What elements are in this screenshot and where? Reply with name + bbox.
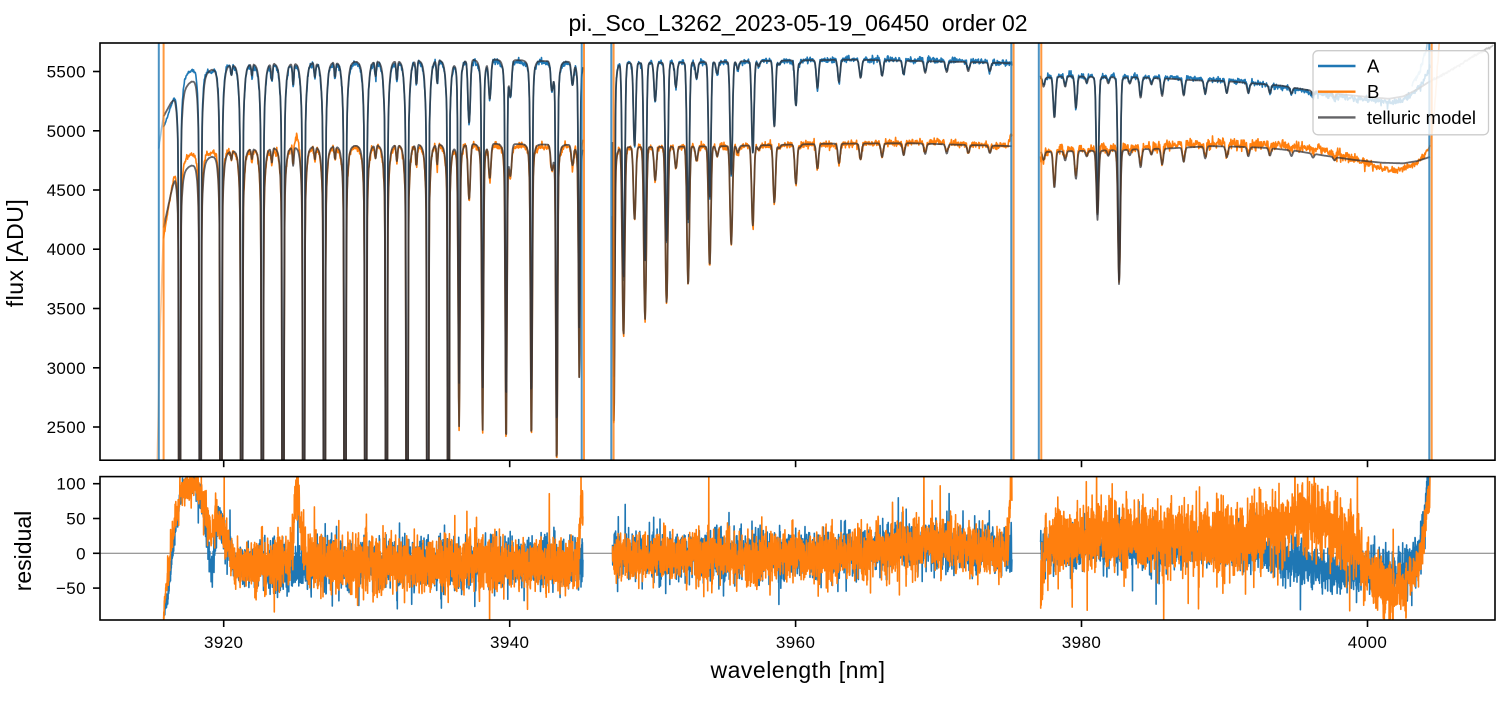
svg-text:3960: 3960 <box>776 633 815 652</box>
svg-text:pi._Sco_L3262_2023-05-19_06450: pi._Sco_L3262_2023-05-19_06450 order 02 <box>568 10 1027 36</box>
svg-text:flux [ADU]: flux [ADU] <box>2 199 28 308</box>
svg-text:−50: −50 <box>56 579 86 598</box>
svg-text:3000: 3000 <box>47 359 86 378</box>
svg-text:3940: 3940 <box>490 633 529 652</box>
svg-text:5000: 5000 <box>47 122 86 141</box>
svg-text:A: A <box>1367 56 1380 77</box>
svg-text:3980: 3980 <box>1062 633 1101 652</box>
svg-text:3500: 3500 <box>47 300 86 319</box>
svg-text:100: 100 <box>56 475 86 494</box>
svg-text:wavelength [nm]: wavelength [nm] <box>710 657 886 683</box>
svg-text:2500: 2500 <box>47 418 86 437</box>
svg-text:telluric model: telluric model <box>1367 107 1476 128</box>
svg-text:residual: residual <box>10 511 36 592</box>
svg-text:0: 0 <box>76 544 86 563</box>
svg-text:5500: 5500 <box>47 63 86 82</box>
svg-text:3920: 3920 <box>204 633 243 652</box>
svg-text:50: 50 <box>66 510 86 529</box>
svg-text:4500: 4500 <box>47 181 86 200</box>
svg-text:4000: 4000 <box>47 240 86 259</box>
svg-text:B: B <box>1367 81 1379 102</box>
svg-text:4000: 4000 <box>1348 633 1387 652</box>
